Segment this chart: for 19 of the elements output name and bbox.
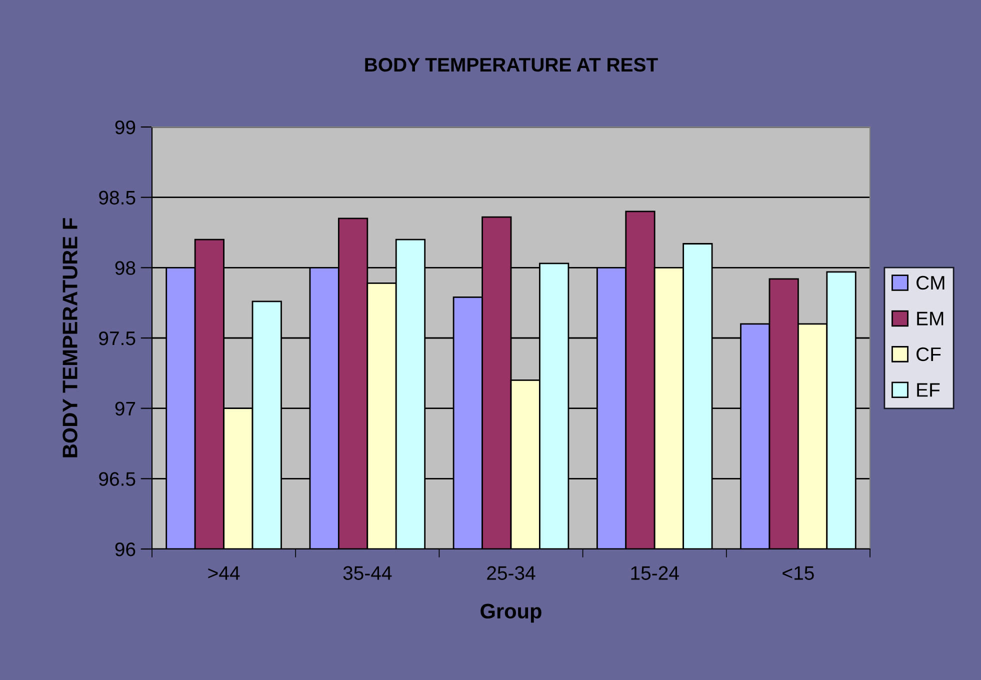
legend-label: EM bbox=[917, 312, 944, 326]
y-tick-label: 96.5 bbox=[99, 472, 136, 486]
legend-label: EF bbox=[917, 383, 940, 397]
x-tick-label: >44 bbox=[208, 566, 240, 580]
x-tick-label: 35-44 bbox=[343, 566, 392, 580]
chart-title: BODY TEMPERATURE AT REST bbox=[365, 58, 658, 72]
legend-label: CM bbox=[916, 276, 944, 290]
y-tick-label: 97 bbox=[115, 402, 136, 416]
y-tick-label: 97.5 bbox=[99, 331, 136, 346]
x-tick-label: <15 bbox=[782, 566, 814, 580]
x-axis-title: Group bbox=[480, 604, 542, 623]
x-tick-label: 15-24 bbox=[631, 566, 679, 580]
legend-label: CF bbox=[916, 347, 941, 362]
y-tick-label: 99 bbox=[115, 120, 136, 134]
x-tick-label: 25-34 bbox=[487, 566, 536, 580]
y-tick-label: 98 bbox=[115, 261, 136, 275]
y-tick-label: 98.5 bbox=[99, 190, 136, 205]
y-axis-title: BODY TEMPERATURE F bbox=[62, 218, 78, 458]
y-tick-label: 96 bbox=[115, 542, 136, 556]
